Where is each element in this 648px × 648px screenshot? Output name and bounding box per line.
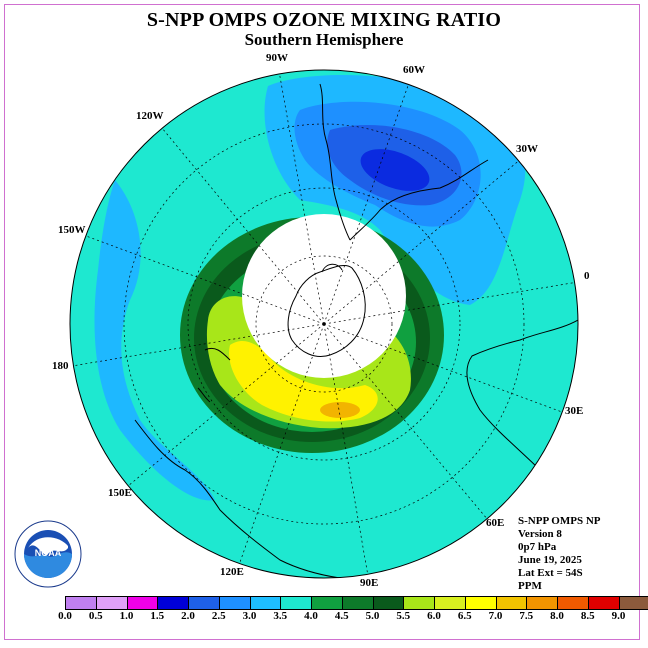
colorbar-tick-label: 9.0 [611,610,626,622]
colorbar-tick-label: 7.5 [519,610,534,622]
colorbar-swatch [465,597,497,609]
lon-label-180: 180 [52,360,69,372]
colorbar-swatch [435,597,466,609]
lon-label-150w: 150W [58,224,86,236]
colorbar-tick-label: 6.0 [427,610,441,622]
colorbar-tick-label: 8.0 [550,610,564,622]
colorbar-swatch [127,597,159,609]
colorbar-swatch [373,597,405,609]
colorbar-swatch [558,597,589,609]
lon-label-60e: 60E [486,517,505,529]
colorbar-tick-label: 7.0 [488,610,503,622]
info-version: Version 8 [518,528,562,540]
lon-label-90e: 90E [360,577,379,589]
colorbar-tick-label: 6.5 [457,610,472,622]
antarctica-coastline [287,263,366,357]
colorbar-tick-label: 4.0 [304,610,318,622]
colorbar-swatch [404,597,435,609]
australia-coastline [134,419,341,578]
colorbar-swatch [619,597,648,609]
lon-label-90w: 90W [266,52,288,64]
colorbar-swatch [496,597,528,609]
lon-label-120e: 120E [220,566,244,578]
lon-label-0: 0 [584,270,590,282]
colorbar-tick-label: 8.5 [580,610,595,622]
colorbar-swatch [219,597,251,609]
colorbar-swatch [527,597,558,609]
colorbar-swatch [342,597,374,609]
info-instrument: S-NPP OMPS NP [518,515,601,527]
colorbar-tick-label: 5.0 [365,610,380,622]
graticule [71,70,578,577]
lon-label-30w: 30W [516,143,538,155]
africa-coastline [466,319,578,471]
south-america-coastline [319,83,489,241]
colorbar-swatch [66,597,97,609]
colorbar-tick-label: 0.5 [88,610,103,622]
colorbar-tick-label: 2.0 [181,610,195,622]
colorbar-tick-label: 5.5 [396,610,411,622]
colorbar-tick-label: 1.0 [119,610,134,622]
ozone-higher-region [229,340,378,422]
colorbar-tick-label: 4.5 [334,610,349,622]
colorbar-swatch [250,597,282,609]
info-date: June 19, 2025 [518,554,582,566]
polar-no-data-cap [242,214,406,378]
colorbar-swatch [281,597,312,609]
colorbar-swatch [158,597,189,609]
colorbar-swatch [189,597,220,609]
colorbar [65,596,648,610]
lon-label-30e: 30E [565,405,584,417]
colorbar-tick-label: 1.5 [150,610,165,622]
lon-label-60w: 60W [403,64,425,76]
colorbar-tick-label: 3.0 [242,610,257,622]
south-pole-marker [322,322,326,326]
colorbar-tick-label: 3.5 [273,610,288,622]
colorbar-tick-label: 0.0 [58,610,72,622]
info-pressure-level: 0p7 hPa [518,541,557,553]
new-zealand-coastline [197,347,231,403]
map-boundary [69,69,579,579]
colorbar-swatch [588,597,620,609]
colorbar-swatch [96,597,128,609]
info-units: PPM [518,580,542,592]
lon-label-120w: 120W [136,110,164,122]
ozone-maximum [320,402,360,418]
info-lat-extent: Lat Ext = 54S [518,567,583,579]
colorbar-swatch [312,597,343,609]
ozone-low-strip-west [94,180,215,501]
ozone-minimum [360,149,430,191]
map-subtitle: Southern Hemisphere [244,30,404,49]
lon-label-150e: 150E [108,487,132,499]
map-title: S-NPP OMPS OZONE MIXING RATIO [146,9,502,31]
noaa-logo: NOAA [14,520,82,588]
noaa-logo-text: NOAA [35,548,62,558]
colorbar-tick-label: 2.5 [211,610,226,622]
